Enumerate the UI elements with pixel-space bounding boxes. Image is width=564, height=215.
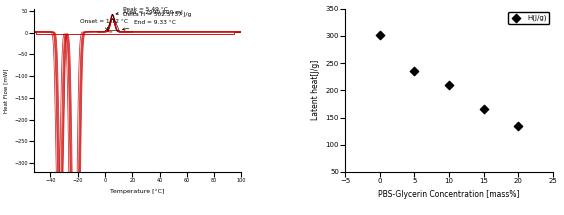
Text: Delta H = 302.5737 J/g: Delta H = 302.5737 J/g [124, 12, 192, 17]
H(J/g) [410, 69, 419, 72]
Text: Onset = 1.72 °C: Onset = 1.72 °C [81, 19, 129, 30]
Text: Peak = 5.49 °C: Peak = 5.49 °C [116, 7, 168, 15]
Text: Area = 2990.500 mJ: Area = 2990.500 mJ [124, 10, 183, 15]
X-axis label: Temperature [°C]: Temperature [°C] [111, 189, 165, 194]
Y-axis label: Latent heat[J/g]: Latent heat[J/g] [311, 60, 320, 120]
Legend: H(J/g): H(J/g) [508, 12, 549, 24]
Text: End = 9.33 °C: End = 9.33 °C [122, 20, 176, 30]
H(J/g) [479, 108, 488, 111]
H(J/g) [375, 34, 384, 37]
Y-axis label: Heat Flow [mW]: Heat Flow [mW] [3, 68, 8, 112]
H(J/g) [514, 124, 523, 127]
H(J/g) [444, 84, 453, 87]
X-axis label: PBS-Glycerin Concentration [mass%]: PBS-Glycerin Concentration [mass%] [378, 190, 519, 199]
